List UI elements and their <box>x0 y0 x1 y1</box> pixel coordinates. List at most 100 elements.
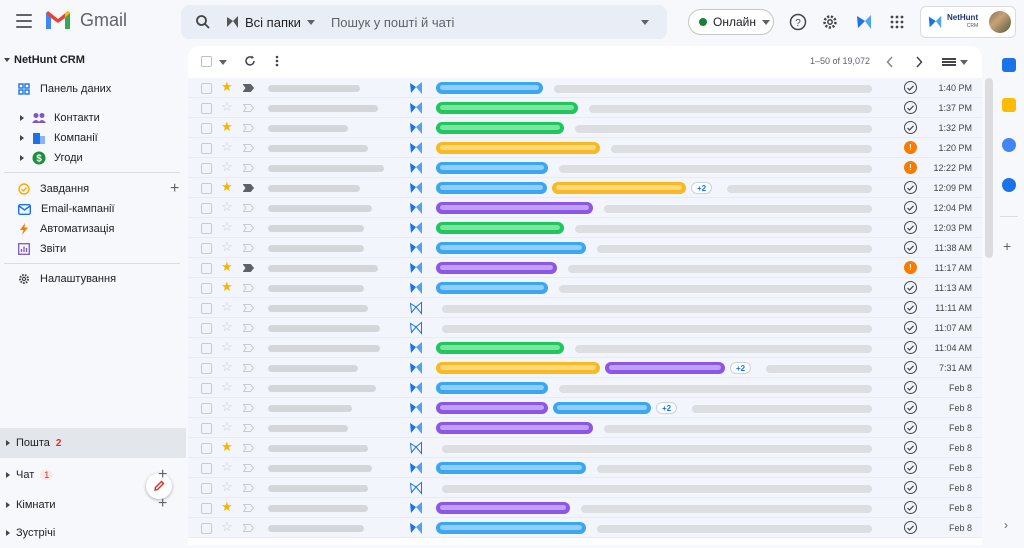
nethunt-linked-icon[interactable] <box>409 121 423 135</box>
crm-tag[interactable] <box>552 182 686 194</box>
row-checkbox[interactable] <box>201 243 212 254</box>
important-marker-icon[interactable] <box>243 204 254 212</box>
email-row[interactable]: ☆ Feb 8 <box>188 518 982 538</box>
nethunt-linked-icon[interactable] <box>409 381 423 395</box>
important-marker-icon[interactable] <box>243 184 254 192</box>
star-icon[interactable]: ★ <box>221 279 233 294</box>
crm-tag[interactable] <box>436 202 593 214</box>
email-row[interactable]: ☆ 1:37 PM <box>188 98 982 118</box>
row-checkbox[interactable] <box>201 183 212 194</box>
crm-tag[interactable] <box>605 362 725 374</box>
contacts-app-icon[interactable] <box>1002 178 1016 192</box>
row-checkbox[interactable] <box>201 303 212 314</box>
nethunt-linked-icon[interactable] <box>409 141 423 155</box>
row-checkbox[interactable] <box>201 163 212 174</box>
next-page-icon[interactable] <box>915 56 923 68</box>
star-icon[interactable]: ☆ <box>221 199 233 214</box>
crm-tag[interactable] <box>436 242 586 254</box>
nethunt-link-outline-icon[interactable] <box>409 441 423 455</box>
row-checkbox[interactable] <box>201 423 212 434</box>
crm-tag[interactable] <box>436 142 600 154</box>
more-options-icon[interactable] <box>275 55 279 67</box>
star-icon[interactable]: ☆ <box>221 379 233 394</box>
crm-tag[interactable] <box>436 502 570 514</box>
nethunt-linked-icon[interactable] <box>409 221 423 235</box>
nethunt-extension-icon[interactable] <box>854 12 874 32</box>
star-icon[interactable]: ☆ <box>221 139 233 154</box>
select-all-checkbox[interactable] <box>201 56 212 67</box>
nethunt-linked-icon[interactable] <box>409 341 423 355</box>
search-bar[interactable]: Всі папки <box>181 5 667 39</box>
important-marker-icon[interactable] <box>243 504 254 512</box>
email-row[interactable]: ☆ Feb 8 <box>188 378 982 398</box>
nethunt-linked-icon[interactable] <box>409 241 423 255</box>
nethunt-linked-icon[interactable] <box>409 101 423 115</box>
search-input[interactable] <box>330 14 631 30</box>
email-row[interactable]: ★ +2 12:09 PM <box>188 178 982 198</box>
important-marker-icon[interactable] <box>243 264 254 272</box>
sidebar-item-deals[interactable]: $ Угоди <box>20 149 83 167</box>
important-marker-icon[interactable] <box>243 384 254 392</box>
important-marker-icon[interactable] <box>243 364 254 372</box>
email-row[interactable]: ☆ 12:04 PM <box>188 198 982 218</box>
row-checkbox[interactable] <box>201 123 212 134</box>
nethunt-link-outline-icon[interactable] <box>409 321 423 335</box>
star-icon[interactable]: ☆ <box>221 359 233 374</box>
star-icon[interactable]: ☆ <box>221 479 233 494</box>
sidebar-item-automation[interactable]: Автоматизація <box>18 220 114 238</box>
star-icon[interactable]: ☆ <box>221 239 233 254</box>
crm-tag[interactable] <box>436 222 564 234</box>
email-row[interactable]: ☆ +2 Feb 8 <box>188 398 982 418</box>
previous-page-icon[interactable] <box>886 56 894 68</box>
star-icon[interactable]: ☆ <box>221 419 233 434</box>
email-row[interactable]: ★ 1:40 PM <box>188 78 982 98</box>
nethunt-link-outline-icon[interactable] <box>409 301 423 315</box>
row-checkbox[interactable] <box>201 323 212 334</box>
email-row[interactable]: ★ 11:13 AM <box>188 278 982 298</box>
important-marker-icon[interactable] <box>243 144 254 152</box>
star-icon[interactable]: ☆ <box>221 99 233 114</box>
row-checkbox[interactable] <box>201 143 212 154</box>
crm-tag[interactable] <box>436 522 586 534</box>
row-checkbox[interactable] <box>201 283 212 294</box>
crm-tag[interactable] <box>436 402 548 414</box>
important-marker-icon[interactable] <box>243 304 254 312</box>
sidebar-item-meet[interactable]: Зустрічі <box>0 518 186 548</box>
crm-tag[interactable] <box>436 282 548 294</box>
crm-tag[interactable] <box>436 262 557 274</box>
email-row[interactable]: ★ 1:32 PM <box>188 118 982 138</box>
gmail-logo[interactable]: Gmail <box>44 9 127 31</box>
tasks-app-icon[interactable] <box>1002 138 1016 152</box>
email-row[interactable]: ★ Feb 8 <box>188 438 982 458</box>
crm-tag[interactable] <box>436 122 564 134</box>
search-options-icon[interactable] <box>641 20 649 25</box>
nethunt-linked-icon[interactable] <box>409 501 423 515</box>
row-checkbox[interactable] <box>201 223 212 234</box>
email-row[interactable]: ★! 11:17 AM <box>188 258 982 278</box>
important-marker-icon[interactable] <box>243 344 254 352</box>
row-checkbox[interactable] <box>201 503 212 514</box>
expand-panel-icon[interactable]: › <box>1004 518 1008 532</box>
important-marker-icon[interactable] <box>243 244 254 252</box>
crm-tag[interactable] <box>436 102 578 114</box>
density-toggle-icon[interactable] <box>942 58 956 66</box>
star-icon[interactable]: ★ <box>221 499 233 514</box>
get-addons-icon[interactable]: + <box>1003 238 1012 254</box>
email-row[interactable]: ☆! 12:22 PM <box>188 158 982 178</box>
row-checkbox[interactable] <box>201 403 212 414</box>
important-marker-icon[interactable] <box>243 464 254 472</box>
row-checkbox[interactable] <box>201 83 212 94</box>
row-checkbox[interactable] <box>201 383 212 394</box>
crm-section-header[interactable]: NetHunt CRM <box>4 54 85 66</box>
search-icon[interactable] <box>195 14 211 30</box>
row-checkbox[interactable] <box>201 463 212 474</box>
help-icon[interactable]: ? <box>788 12 808 32</box>
important-marker-icon[interactable] <box>243 224 254 232</box>
email-row[interactable]: ☆ 12:03 PM <box>188 218 982 238</box>
more-tags-badge[interactable]: +2 <box>656 402 678 414</box>
settings-gear-icon[interactable] <box>820 12 840 32</box>
email-row[interactable]: ☆ Feb 8 <box>188 478 982 498</box>
important-marker-icon[interactable] <box>243 84 254 92</box>
crm-tag[interactable] <box>436 162 548 174</box>
star-icon[interactable]: ☆ <box>221 519 233 534</box>
